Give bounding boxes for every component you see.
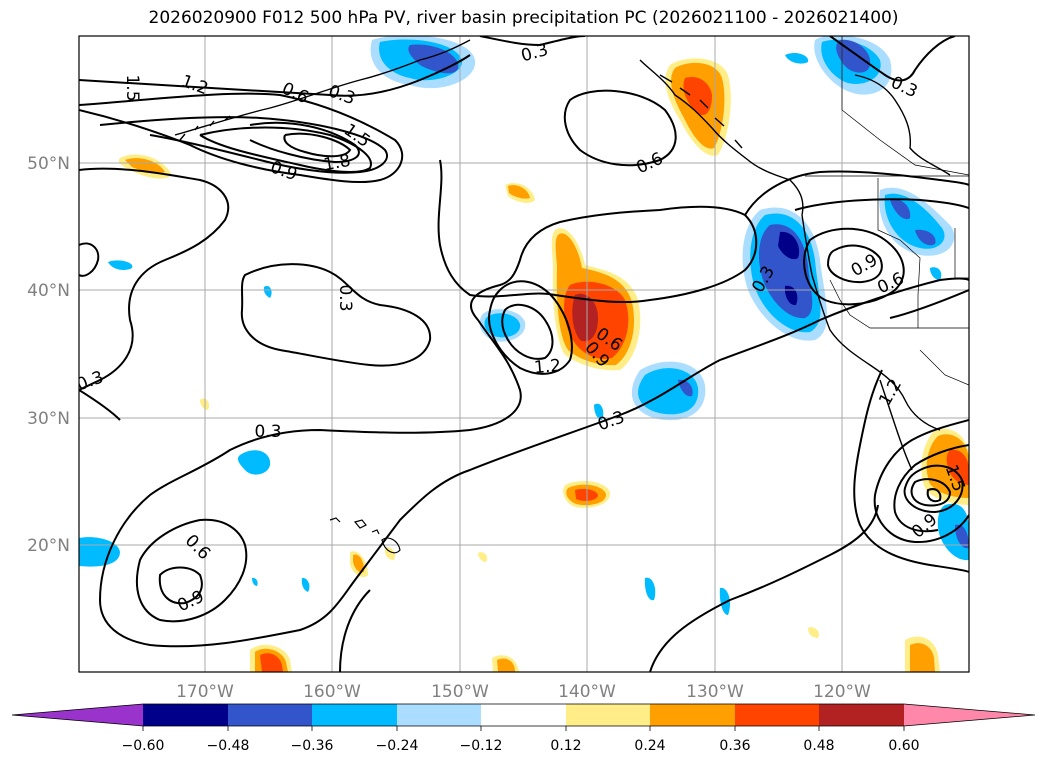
contour-label: 0.9 <box>908 510 942 543</box>
colorbar-segment <box>481 704 566 726</box>
colorbar-segment <box>397 704 481 726</box>
colorbar-segment <box>143 704 228 726</box>
lon-label: 120°W <box>813 682 871 702</box>
latitude-labels: 50°N 40°N 30°N 20°N <box>27 154 70 556</box>
colorbar-tick-label: −0.24 <box>376 738 419 754</box>
lon-label: 130°W <box>686 682 744 702</box>
contour-label: 0.6 <box>181 531 214 564</box>
contour-label: 0.6 <box>633 149 666 179</box>
colorbar-segment <box>312 704 397 726</box>
contour-label: 0.9 <box>268 157 300 185</box>
lat-label: 20°N <box>27 536 70 556</box>
colorbar: −0.60 −0.48 −0.36 −0.24 −0.12 0.12 0.24 … <box>11 703 1036 754</box>
map-plot: 1.5 1.2 0.6 0.3 1.5 1.8 0.9 0.3 0.6 0.3 … <box>79 36 969 672</box>
contour-label: 0.3 <box>254 422 281 442</box>
lat-label: 50°N <box>27 154 70 174</box>
colorbar-segment <box>228 704 312 726</box>
colorbar-tick-label: 0.48 <box>803 738 834 754</box>
colorbar-tick-labels: −0.60 −0.48 −0.36 −0.24 −0.12 0.12 0.24 … <box>122 738 920 754</box>
colorbar-ticks <box>142 726 905 731</box>
colorbar-tick-label: 0.36 <box>719 738 750 754</box>
hawaii-islands <box>329 517 401 554</box>
colorbar-tick-label: −0.48 <box>207 738 250 754</box>
longitude-labels: 170°W 160°W 150°W 140°W 130°W 120°W <box>176 682 871 702</box>
colorbar-extend-low <box>12 704 143 726</box>
lat-label: 40°N <box>27 281 70 301</box>
lon-label: 150°W <box>431 682 489 702</box>
colorbar-tick-label: −0.36 <box>291 738 334 754</box>
colorbar-tick-label: −0.12 <box>460 738 503 754</box>
contour-label: 0.3 <box>326 81 358 109</box>
graticule <box>79 36 969 672</box>
contour-label: 1.8 <box>322 151 352 175</box>
contour-label: 1.2 <box>533 356 562 378</box>
lon-label: 160°W <box>303 682 361 702</box>
negative-anomaly-shading <box>79 36 969 615</box>
map-title: 2026020900 F012 500 hPa PV, river basin … <box>148 8 899 28</box>
colorbar-tick-label: 0.24 <box>634 738 665 754</box>
contour-label: 1.5 <box>122 74 142 101</box>
colorbar-segment <box>566 704 650 726</box>
contour-label: 0.3 <box>335 284 355 311</box>
colorbar-tick-label: 0.60 <box>888 738 919 754</box>
plot-frame <box>78 35 970 673</box>
colorbar-tick-label: 0.12 <box>550 738 581 754</box>
lon-label: 170°W <box>176 682 234 702</box>
pv-contours <box>79 36 969 672</box>
colorbar-extend-high <box>904 704 1035 726</box>
coastlines <box>174 39 951 471</box>
contour-label: 0.9 <box>174 587 207 617</box>
colorbar-segment <box>650 704 735 726</box>
lat-label: 30°N <box>27 409 70 429</box>
colorbar-segment <box>735 704 819 726</box>
lon-label: 140°W <box>558 682 616 702</box>
colorbar-segment <box>819 704 904 726</box>
contour-label: 0.3 <box>888 73 921 103</box>
colorbar-tick-label: −0.60 <box>122 738 165 754</box>
